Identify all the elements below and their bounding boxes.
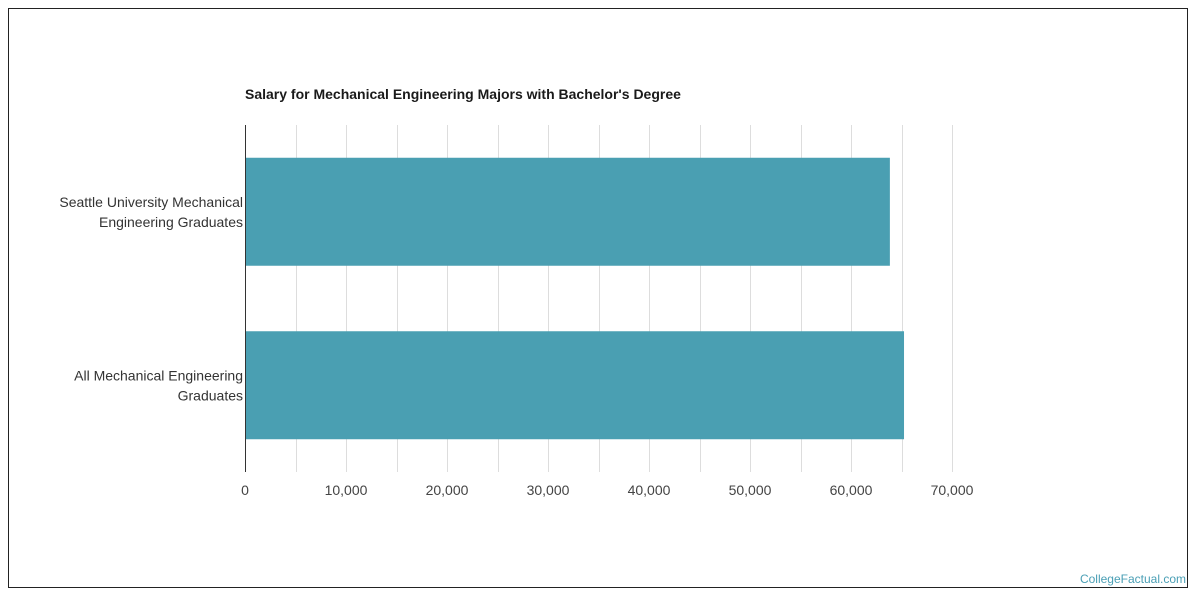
category-label-1: Seattle University Mechanical Engineering…: [59, 194, 243, 230]
x-tick-label: 10,000: [325, 482, 368, 498]
category-labels: Seattle University Mechanical Engineering…: [59, 194, 243, 404]
bar-2: [245, 331, 905, 440]
category-label-line: All Mechanical Engineering: [74, 367, 243, 383]
chart-title: Salary for Mechanical Engineering Majors…: [245, 86, 681, 102]
category-label-2: All Mechanical Engineering Graduates: [74, 367, 243, 403]
x-axis-tick-labels: 0 10,000 20,000 30,000 40,000 50,000 60,000 70,…: [241, 482, 974, 498]
x-tick-label: 40,000: [628, 482, 671, 498]
x-tick-label: 50,000: [729, 482, 772, 498]
x-tick-label: 20,000: [426, 482, 469, 498]
category-label-line: Graduates: [178, 387, 243, 403]
category-label-line: Seattle University Mechanical: [59, 194, 243, 210]
x-tick-label: 30,000: [527, 482, 570, 498]
bars: [245, 157, 905, 440]
watermark-link[interactable]: CollegeFactual.com: [1079, 572, 1186, 586]
chart-frame: [8, 8, 1188, 588]
x-tick-label: 70,000: [931, 482, 974, 498]
x-tick-label: 0: [241, 482, 249, 498]
x-tick-label: 60,000: [830, 482, 873, 498]
category-label-line: Engineering Graduates: [99, 214, 243, 230]
bar-1: [245, 157, 890, 266]
